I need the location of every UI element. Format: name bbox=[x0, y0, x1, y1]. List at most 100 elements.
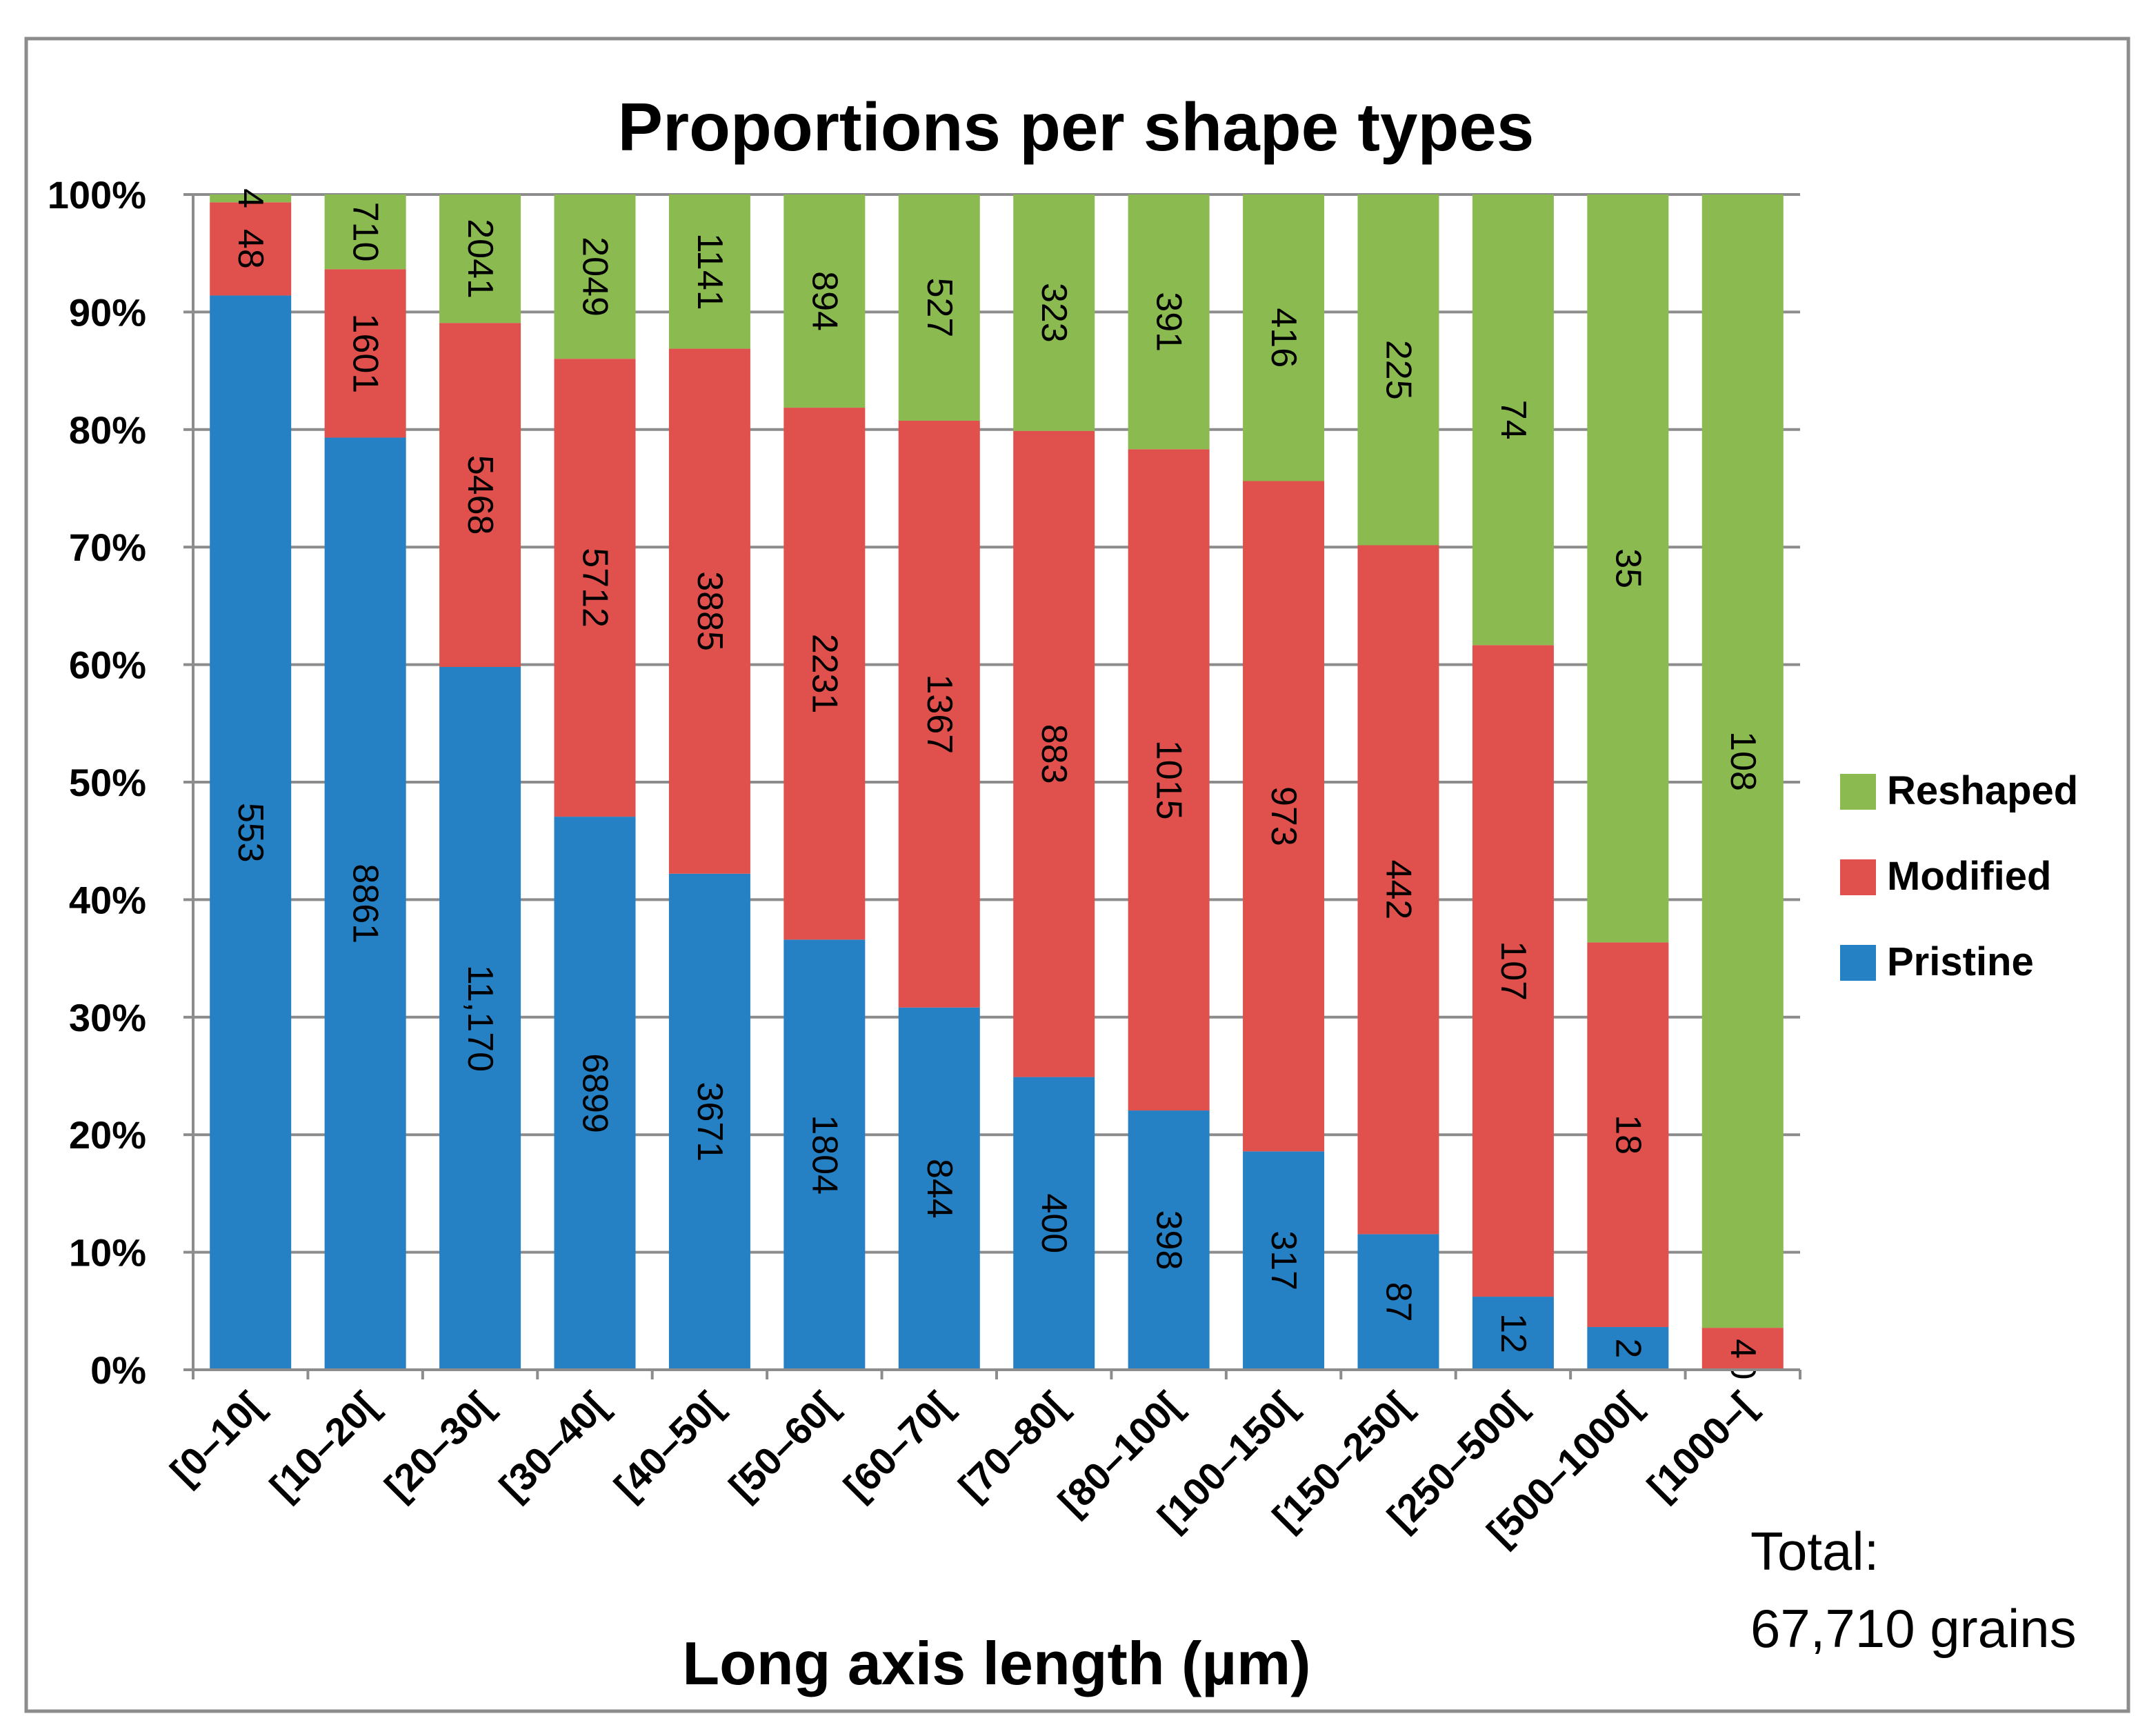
data-label-modified: 973 bbox=[1264, 786, 1304, 846]
data-label-modified: 2231 bbox=[804, 634, 844, 714]
legend-swatch-modified bbox=[1840, 859, 1876, 895]
data-label-pristine: 2 bbox=[1608, 1339, 1648, 1359]
data-label-reshaped: 2049 bbox=[575, 237, 615, 317]
data-label-modified: 107 bbox=[1493, 941, 1533, 1001]
x-axis-label: Long axis length (µm) bbox=[682, 1629, 1310, 1697]
legend-label-modified: Modified bbox=[1887, 854, 2051, 899]
bar-modified bbox=[1243, 481, 1325, 1152]
y-tick-label: 20% bbox=[69, 1113, 146, 1157]
bar-reshaped bbox=[668, 194, 750, 349]
bar-pristine bbox=[1243, 1151, 1325, 1370]
bar-pristine bbox=[1013, 1077, 1095, 1370]
bar-modified bbox=[1472, 645, 1554, 1297]
data-label-pristine: 1804 bbox=[804, 1115, 844, 1195]
data-label-modified: 5712 bbox=[575, 548, 615, 628]
data-label-pristine: 398 bbox=[1149, 1210, 1189, 1270]
bar-modified bbox=[554, 359, 636, 817]
data-label-pristine: 87 bbox=[1379, 1282, 1419, 1322]
data-label-modified: 48 bbox=[230, 229, 270, 269]
y-tick-label: 80% bbox=[69, 408, 146, 452]
y-tick-label: 70% bbox=[69, 526, 146, 569]
axes bbox=[192, 194, 1801, 1379]
data-label-pristine: 11,170 bbox=[460, 965, 500, 1072]
total-label: Total: bbox=[1750, 1521, 1879, 1582]
data-label-reshaped: 323 bbox=[1034, 283, 1074, 343]
y-tick-label: 10% bbox=[69, 1231, 146, 1275]
bar-modified bbox=[1701, 1328, 1784, 1370]
data-label-reshaped: 2041 bbox=[460, 219, 500, 299]
bar-pristine bbox=[554, 817, 636, 1370]
data-label-reshaped: 1141 bbox=[690, 233, 730, 310]
data-label-reshaped: 35 bbox=[1608, 548, 1648, 588]
bars: 553 48 4 8861 1601 710 11,170 5468 2041 6899 5712 2… bbox=[210, 188, 1784, 1379]
bar-reshaped bbox=[439, 194, 521, 323]
data-label-modified: 1601 bbox=[346, 314, 386, 394]
bar-modified bbox=[1357, 545, 1439, 1235]
bar-reshaped bbox=[554, 194, 636, 359]
total-grains-label: 67,710 grains bbox=[1750, 1598, 2077, 1659]
bar-reshaped bbox=[1701, 194, 1784, 1328]
bar-modified bbox=[324, 269, 406, 438]
data-label-pristine: 12 bbox=[1493, 1313, 1533, 1353]
bar-pristine bbox=[668, 873, 750, 1370]
bar-modified bbox=[1587, 942, 1669, 1328]
bar-pristine bbox=[1587, 1327, 1669, 1370]
y-tick-label: 60% bbox=[69, 643, 146, 687]
data-label-reshaped: 225 bbox=[1379, 340, 1419, 400]
bar-reshaped bbox=[324, 194, 406, 270]
data-label-reshaped: 894 bbox=[804, 271, 844, 331]
bar-pristine bbox=[439, 667, 521, 1370]
bar-pristine bbox=[324, 437, 406, 1370]
data-label-pristine: 8861 bbox=[346, 864, 386, 944]
bar-reshaped bbox=[1472, 194, 1554, 646]
data-label-reshaped: 527 bbox=[919, 278, 959, 338]
data-label-modified: 883 bbox=[1034, 724, 1074, 784]
data-label-pristine: 553 bbox=[230, 803, 270, 863]
data-label-modified: 1015 bbox=[1149, 740, 1189, 820]
bar-pristine bbox=[1128, 1110, 1210, 1370]
bar-reshaped bbox=[1587, 194, 1669, 943]
data-label-modified: 1367 bbox=[919, 675, 959, 755]
legend-swatch-pristine bbox=[1840, 945, 1876, 981]
legend-label-reshaped: Reshaped bbox=[1887, 768, 2078, 813]
y-tick-label: 50% bbox=[69, 761, 146, 804]
y-tick-label: 30% bbox=[69, 996, 146, 1039]
bar-reshaped bbox=[1013, 194, 1095, 431]
bar-pristine bbox=[1357, 1234, 1439, 1370]
y-tick-label: 100% bbox=[48, 173, 146, 217]
data-label-pristine: 3671 bbox=[690, 1082, 730, 1162]
legend-swatch-reshaped bbox=[1840, 774, 1876, 810]
bar-reshaped bbox=[1128, 194, 1210, 450]
data-label-reshaped: 74 bbox=[1493, 400, 1533, 440]
bar-modified bbox=[1013, 430, 1095, 1077]
bar-reshaped bbox=[783, 194, 866, 408]
data-label-reshaped: 108 bbox=[1723, 731, 1763, 791]
y-axis-tick-labels: 0% 10% 20% 30% 40% 50% 60% 70% 80% 90% 100% bbox=[48, 173, 146, 1392]
legend-label-pristine: Pristine bbox=[1887, 939, 2034, 984]
data-label-modified: 5468 bbox=[460, 455, 500, 535]
bar-reshaped bbox=[898, 194, 980, 421]
y-tick-label: 0% bbox=[90, 1348, 146, 1392]
bar-pristine bbox=[783, 939, 866, 1370]
data-label-pristine: 317 bbox=[1264, 1230, 1304, 1290]
bar-reshaped bbox=[210, 194, 292, 203]
data-label-pristine: 6899 bbox=[575, 1053, 615, 1133]
y-tick-label: 90% bbox=[69, 290, 146, 334]
bar-pristine bbox=[898, 1007, 980, 1370]
y-tick-label: 40% bbox=[69, 878, 146, 921]
data-label-reshaped: 391 bbox=[1149, 292, 1189, 352]
bar-modified bbox=[898, 420, 980, 1008]
bar-modified bbox=[1128, 449, 1210, 1111]
bar-modified bbox=[439, 323, 521, 668]
chart-title: Proportions per shape types bbox=[618, 89, 1535, 165]
bar-modified bbox=[210, 202, 292, 296]
data-label-pristine: 844 bbox=[919, 1159, 959, 1219]
data-label-reshaped: 4 bbox=[230, 188, 270, 208]
bar-modified bbox=[668, 348, 750, 874]
bar-pristine bbox=[1472, 1297, 1554, 1370]
data-label-reshaped: 416 bbox=[1264, 308, 1304, 368]
bar-reshaped bbox=[1357, 194, 1439, 546]
data-label-reshaped: 710 bbox=[346, 202, 386, 262]
legend: Reshaped Modified Pristine bbox=[1840, 768, 2078, 984]
